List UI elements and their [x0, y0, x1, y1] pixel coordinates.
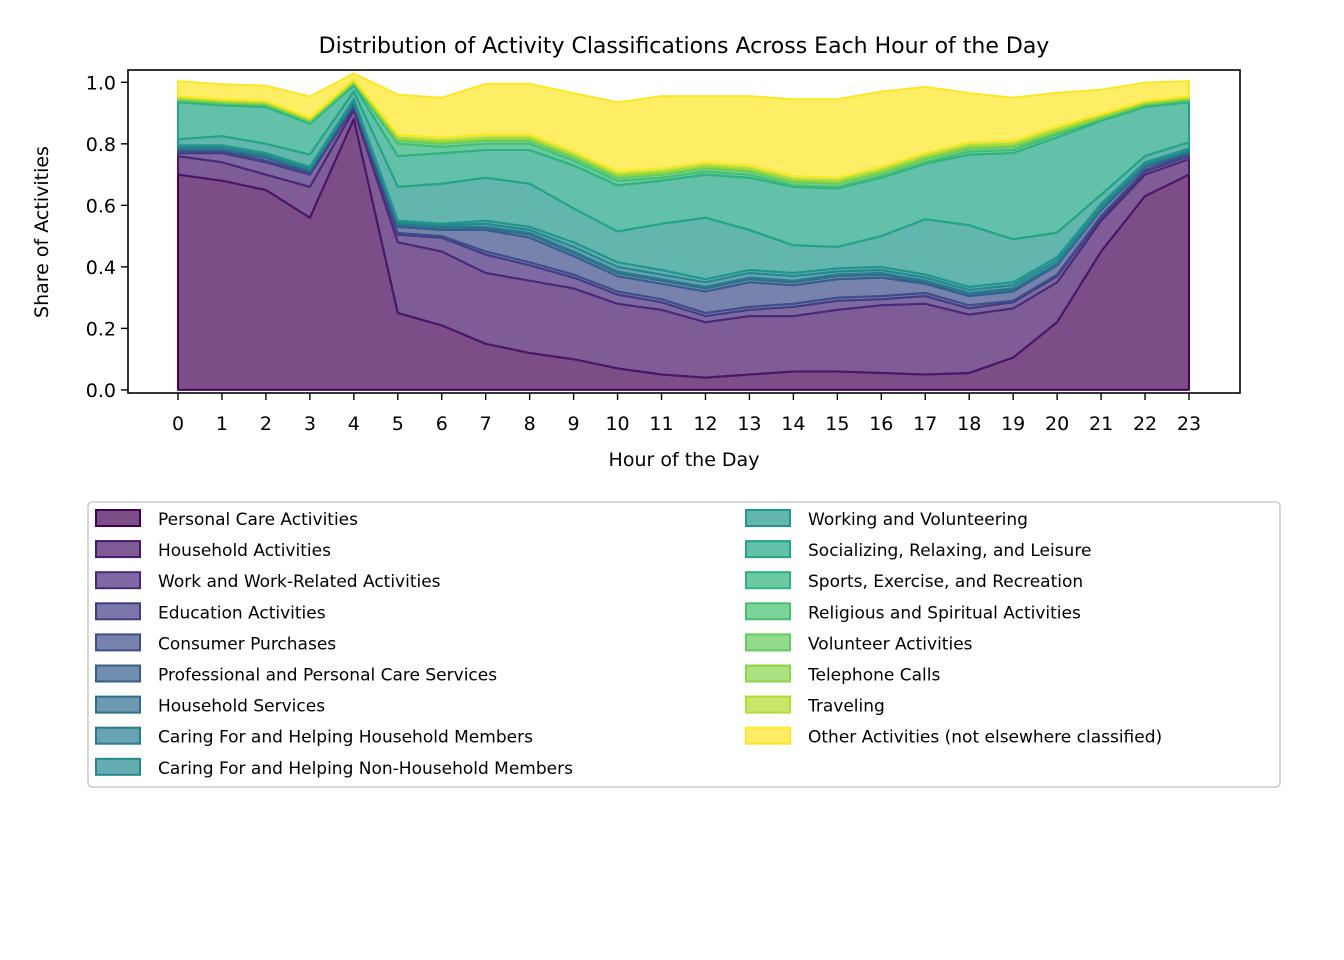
- legend-swatch: [745, 633, 791, 652]
- legend-swatch: [95, 540, 141, 559]
- y-tick-label: 0.4: [86, 257, 116, 279]
- legend-swatch: [745, 695, 791, 714]
- legend-swatch: [95, 664, 141, 683]
- legend-label: Sports, Exercise, and Recreation: [808, 572, 1083, 592]
- y-tick-label: 0.2: [86, 318, 116, 340]
- legend-swatch: [95, 757, 141, 776]
- legend-label: Household Services: [158, 697, 325, 717]
- legend-swatch: [95, 726, 141, 745]
- legend-item: Personal Care Activities: [95, 509, 358, 530]
- legend-label: Consumer Purchases: [158, 634, 336, 654]
- legend-label: Other Activities (not elsewhere classifi…: [808, 728, 1162, 748]
- legend-item: Professional and Personal Care Services: [95, 664, 497, 686]
- legend-label: Religious and Spiritual Activities: [808, 603, 1081, 623]
- x-tick-label: 21: [1089, 413, 1113, 435]
- legend-label: Traveling: [807, 697, 885, 717]
- y-tick-label: 0.8: [86, 134, 116, 156]
- legend-label: Telephone Calls: [807, 666, 940, 686]
- legend-swatch: [95, 695, 141, 714]
- legend: Personal Care Activities Household Activi…: [87, 501, 1281, 788]
- x-tick-label: 19: [1001, 413, 1025, 435]
- x-tick-label: 6: [436, 413, 448, 435]
- x-tick-label: 2: [260, 413, 272, 435]
- y-tick-label: 0.6: [86, 195, 116, 217]
- legend-swatch: [95, 633, 141, 652]
- x-tick-label: 10: [605, 413, 629, 435]
- legend-frame: [87, 501, 1281, 788]
- y-tick-label: 1.0: [86, 72, 116, 94]
- legend-item: Caring For and Helping Non-Household Mem…: [95, 757, 573, 779]
- legend-swatch: [745, 540, 791, 559]
- y-axis: 0.0 0.2 0.4 0.6 0.8 1.0: [86, 72, 128, 402]
- x-tick-label: 0: [172, 413, 184, 435]
- plot-frame: [127, 69, 1241, 394]
- legend-item: Sports, Exercise, and Recreation: [745, 571, 1083, 592]
- area-other-activities-not-elsewhere-classified: [177, 72, 1190, 179]
- legend-swatch: [95, 509, 141, 527]
- legend-label: Working and Volunteering: [808, 510, 1028, 530]
- x-tick-label: 8: [524, 413, 536, 435]
- x-tick-label: 3: [304, 413, 316, 435]
- legend-item: Work and Work-Related Activities: [95, 571, 441, 592]
- x-tick-label: 18: [957, 413, 981, 435]
- x-tick-label: 5: [392, 413, 404, 435]
- chart-title: Distribution of Activity Classifications…: [319, 34, 1050, 59]
- y-tick-label: 0.0: [86, 380, 116, 402]
- legend-swatch: [95, 571, 141, 590]
- x-tick-label: 9: [568, 413, 580, 435]
- x-tick-label: 13: [737, 413, 761, 435]
- x-tick-label: 1: [216, 413, 228, 435]
- legend-item: Working and Volunteering: [745, 509, 1028, 530]
- legend-swatch: [95, 602, 141, 621]
- x-tick-label: 17: [913, 413, 937, 435]
- legend-label: Education Activities: [158, 603, 326, 623]
- legend-label: Socializing, Relaxing, and Leisure: [808, 541, 1091, 561]
- x-axis-label: Hour of the Day: [609, 449, 760, 471]
- x-tick-label: 15: [825, 413, 849, 435]
- legend-swatch: [745, 726, 791, 745]
- legend-label: Personal Care Activities: [158, 510, 358, 530]
- x-tick-label: 20: [1045, 413, 1069, 435]
- x-tick-label: 23: [1177, 413, 1201, 435]
- legend-swatch: [745, 571, 791, 590]
- legend-item: Household Activities: [95, 540, 331, 561]
- x-tick-label: 12: [693, 413, 717, 435]
- legend-swatch: [745, 509, 791, 527]
- legend-item: Household Services: [95, 695, 325, 717]
- x-tick-label: 11: [649, 413, 673, 435]
- x-axis: 0 1 2 3 4 5 6 7 8 9 10 11 12 13 14 15 16 17 18 19 20 21 22 23: [172, 393, 1201, 435]
- legend-label: Household Activities: [158, 541, 331, 561]
- legend-item: Education Activities: [95, 602, 326, 623]
- legend-label: Caring For and Helping Non-Household Mem…: [158, 759, 573, 779]
- legend-item: Socializing, Relaxing, and Leisure: [745, 540, 1091, 561]
- legend-label: Volunteer Activities: [808, 634, 973, 654]
- y-axis-label: Share of Activities: [31, 146, 53, 318]
- legend-label: Work and Work-Related Activities: [158, 572, 441, 592]
- x-tick-label: 4: [348, 413, 360, 435]
- x-tick-label: 16: [869, 413, 893, 435]
- legend-item: Telephone Calls: [745, 664, 940, 686]
- legend-label: Caring For and Helping Household Members: [158, 728, 533, 748]
- legend-item: Consumer Purchases: [95, 633, 336, 654]
- legend-item: Volunteer Activities: [745, 633, 973, 654]
- x-tick-label: 7: [480, 413, 492, 435]
- legend-item: Caring For and Helping Household Members: [95, 726, 533, 748]
- legend-swatch: [745, 602, 791, 621]
- x-tick-label: 22: [1133, 413, 1157, 435]
- legend-label: Professional and Personal Care Services: [158, 666, 497, 686]
- legend-item: Religious and Spiritual Activities: [745, 602, 1081, 623]
- area-layers: [177, 72, 1190, 391]
- legend-swatch: [745, 664, 791, 683]
- legend-item: Traveling: [745, 695, 885, 717]
- legend-item: Other Activities (not elsewhere classifi…: [745, 726, 1162, 748]
- x-tick-label: 14: [781, 413, 805, 435]
